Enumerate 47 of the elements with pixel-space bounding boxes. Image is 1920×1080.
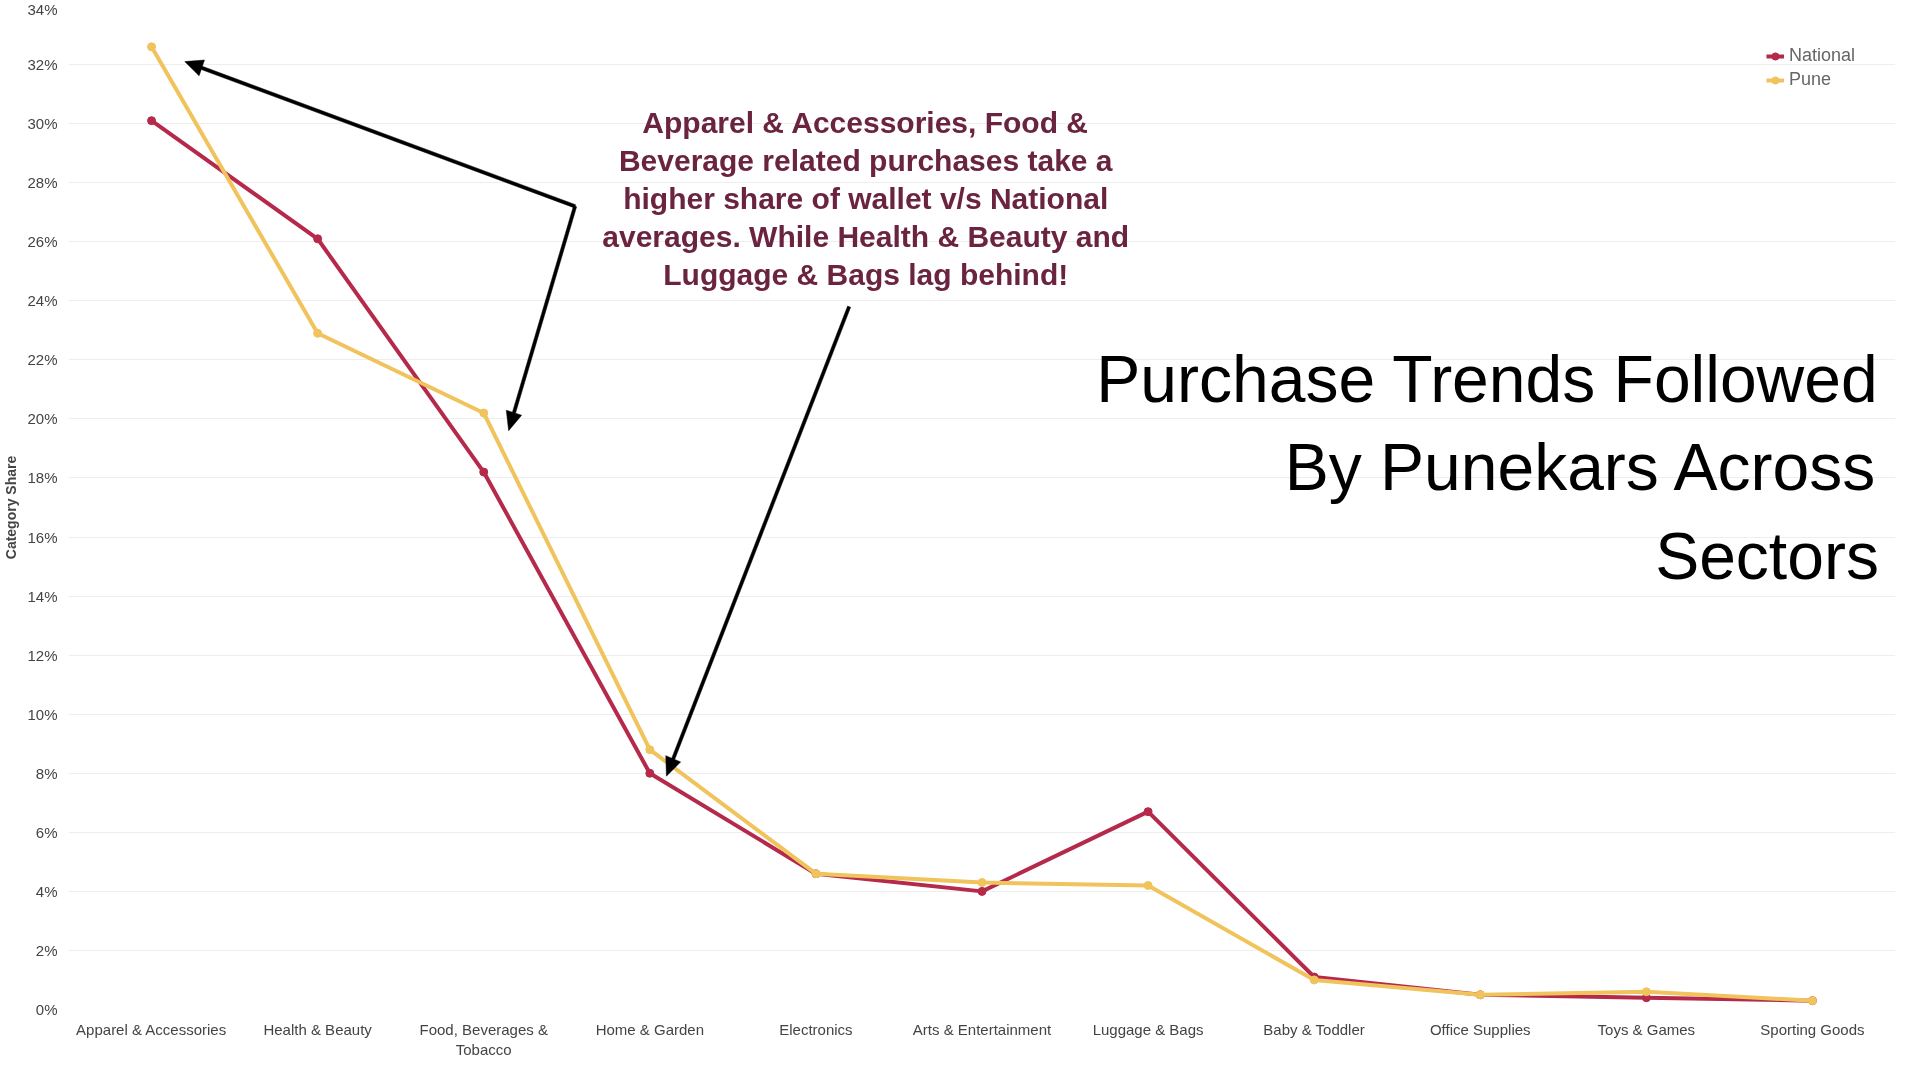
y-tick-label: 24%: [27, 292, 58, 310]
x-tick-label: Luggage & Bags: [1092, 1020, 1204, 1038]
annotation: Apparel & Accessories, Food & Beverage related purchases take a higher share of wallet v/s National averages. While Health & Beauty and Luggage & Bags lag behind!: [602, 105, 1130, 291]
y-tick-label: 2%: [35, 941, 58, 959]
y-tick-label: 0%: [35, 1001, 58, 1018]
point: [479, 408, 489, 418]
point: [645, 745, 655, 755]
x-tick-label: Baby & Toddler: [1263, 1020, 1365, 1038]
y-tick-label: 12%: [27, 646, 58, 664]
point: [1143, 880, 1153, 890]
y-tick-label: 18%: [27, 469, 58, 487]
x-tick-label: Arts & Entertainment: [912, 1020, 1053, 1038]
x-tick-label: Health & Beauty: [263, 1020, 373, 1038]
y-tick-label: 22%: [27, 351, 58, 369]
y-tick-label: 14%: [27, 587, 58, 605]
point: [147, 116, 157, 126]
y-tick-label: 8%: [35, 764, 58, 782]
point: [313, 328, 323, 338]
y-axis-title: Category Share: [3, 455, 20, 560]
y-tick-label: 34%: [27, 0, 58, 18]
point: [645, 768, 655, 778]
y-tick-label: 10%: [27, 705, 58, 723]
x-tick-label: Office Supplies: [1429, 1020, 1531, 1038]
y-tick-label: 26%: [27, 233, 58, 251]
y-tick-label: 30%: [27, 115, 58, 133]
legend-label: National: [1788, 45, 1855, 66]
point: [1143, 807, 1153, 817]
point: [977, 878, 987, 888]
legend-label: Pune: [1788, 69, 1831, 90]
x-tick-label: Apparel & Accessories: [76, 1020, 227, 1038]
point: [313, 234, 323, 244]
y-tick-label: 20%: [27, 410, 58, 428]
y-tick-label: 16%: [27, 528, 58, 546]
text: Purchase Trends Followed By Punekars Across Sectors: [1096, 341, 1879, 594]
x-tick-label: Sporting Goods: [1760, 1020, 1865, 1038]
point: [147, 42, 157, 52]
y-tick-label: 28%: [27, 174, 58, 192]
y-tick-label: 32%: [27, 56, 58, 74]
y-tick-label: 6%: [35, 823, 58, 841]
x-tick-label: Toys & Games: [1597, 1020, 1696, 1038]
point: [977, 886, 987, 896]
x-tick-label: Home & Garden: [595, 1020, 705, 1038]
point: [479, 467, 489, 477]
x-tick-label: Food, Beverages & Tobacco: [419, 1020, 548, 1058]
x-tick-label: Electronics: [779, 1020, 853, 1038]
point: [1641, 987, 1651, 997]
y-tick-label: 4%: [35, 882, 58, 900]
